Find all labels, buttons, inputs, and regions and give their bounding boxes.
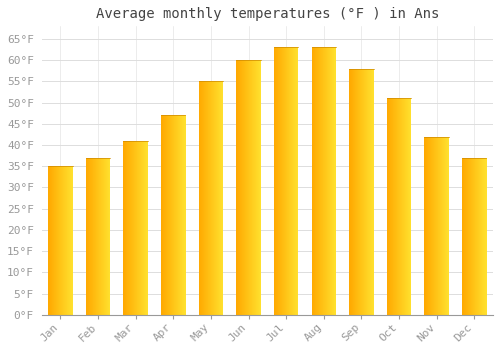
Title: Average monthly temperatures (°F ) in Ans: Average monthly temperatures (°F ) in An…	[96, 7, 439, 21]
